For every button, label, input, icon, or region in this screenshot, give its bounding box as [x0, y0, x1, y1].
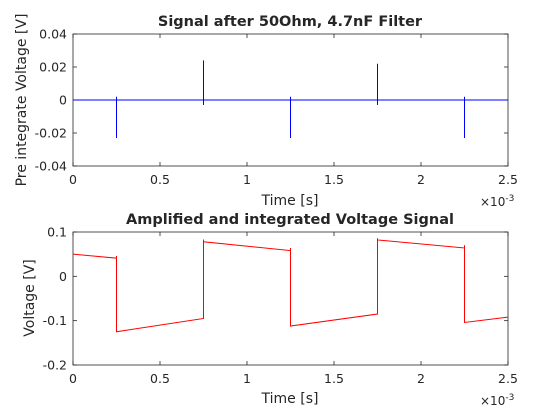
series-group [72, 238, 509, 333]
axis-ticks: 0 0.5 1 1.5 2 2.5 -0.04 -0.02 0 0.02 0.04 [35, 27, 518, 188]
y-tick-label: -0.04 [35, 159, 67, 174]
y-tick-label: -0.2 [43, 358, 67, 373]
y-tick-label: 0 [59, 93, 67, 108]
x-tick-label: 1 [243, 172, 251, 187]
y-tick-label: -0.02 [35, 126, 67, 141]
x-tick-label: 2.5 [498, 172, 518, 187]
x-axis-label: Time [s] [261, 193, 319, 209]
series-line [73, 60, 508, 138]
y-tick-label: 0 [59, 269, 67, 284]
y-tick-label: 0.1 [47, 225, 67, 240]
series-line [72, 238, 509, 333]
x-tick-label: 1 [243, 371, 251, 386]
x-tick-label: 2.5 [498, 371, 518, 386]
x-tick-label: 1.5 [324, 172, 344, 187]
x-tick-label: 2 [417, 172, 425, 187]
x-exponent: ×10-3 [480, 393, 514, 408]
x-tick-label: 2 [417, 371, 425, 386]
x-exponent: ×10-3 [480, 194, 514, 209]
subplot-integrated: Amplified and integrated Voltage Signal … [22, 212, 518, 408]
y-tick-label: 0.04 [39, 27, 67, 42]
y-tick-label: 0.02 [39, 60, 67, 75]
y-tick-label: -0.1 [43, 313, 67, 328]
x-tick-label: 0.5 [150, 371, 170, 386]
chart-title: Amplified and integrated Voltage Signal [126, 212, 454, 228]
x-tick-label: 0 [69, 371, 77, 386]
y-axis-label: Pre integrate Voltage [V] [14, 14, 30, 187]
chart-title: Signal after 50Ohm, 4.7nF Filter [158, 14, 423, 30]
x-tick-label: 0.5 [150, 172, 170, 187]
axis-ticks: 0 0.5 1 1.5 2 2.5 -0.2 -0.1 0 0.1 [43, 225, 518, 387]
x-axis-label: Time [s] [261, 391, 319, 407]
subplot-pre-integrate: Signal after 50Ohm, 4.7nF Filter Time [s… [14, 14, 518, 209]
x-tick-label: 1.5 [324, 371, 344, 386]
y-axis-label: Voltage [V] [22, 259, 38, 336]
series-group [73, 60, 508, 138]
x-tick-label: 0 [69, 172, 77, 187]
